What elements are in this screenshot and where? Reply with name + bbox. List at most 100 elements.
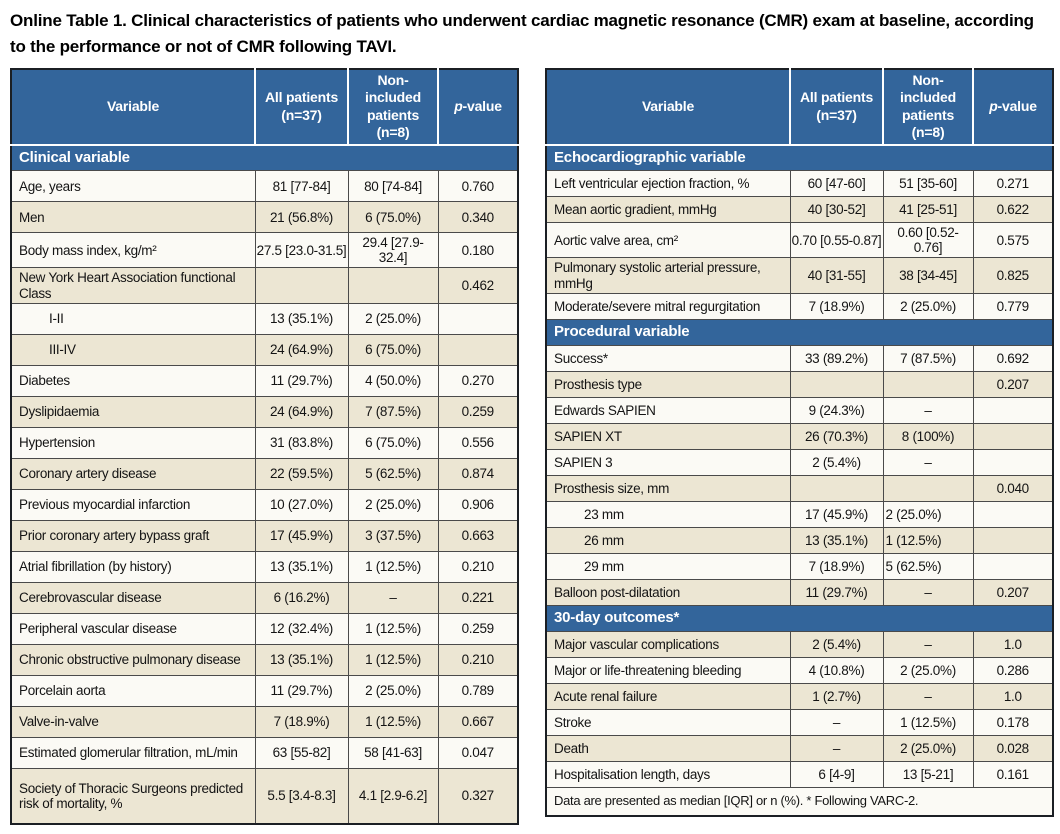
row-label: Acute renal failure [545, 682, 791, 710]
non-included-value: 1 (12.5%) [347, 612, 439, 645]
table-row: Prior coronary artery bypass graft 17 (45… [10, 519, 519, 552]
all-patients-value: 60 [47-60] [789, 170, 884, 198]
non-included-value: 7 (87.5%) [347, 395, 439, 428]
row-label: SAPIEN 3 [545, 448, 791, 476]
all-patients-value: 2 (5.4%) [789, 630, 884, 658]
row-label: Major or life-threatening bleeding [545, 656, 791, 684]
p-value: 0.178 [972, 708, 1054, 736]
row-label: Diabetes [10, 364, 256, 397]
section-title: 30-day outcomes* [546, 604, 1053, 632]
row-label: Valve-in-valve [10, 705, 256, 738]
right-table-body: Echocardiographic variable Left ventricul… [545, 144, 1054, 817]
p-value: 0.874 [437, 457, 519, 490]
table-row: Major or life-threatening bleeding 4 (10.… [545, 656, 1054, 684]
non-included-value: – [882, 578, 974, 606]
row-label: Dyslipidaemia [10, 395, 256, 428]
table-row: Body mass index, kg/m² 27.5 [23.0-31.5] 29… [10, 232, 519, 269]
all-patients-value: 5.5 [3.4-8.3] [254, 767, 349, 825]
p-value [437, 333, 519, 366]
non-included-value: 6 (75.0%) [347, 426, 439, 459]
row-label: 23 mm [545, 500, 791, 528]
p-value: 0.760 [437, 170, 519, 203]
all-patients-value: – [789, 708, 884, 736]
row-label: Chronic obstructive pulmonary disease [10, 643, 256, 676]
row-label: New York Heart Association functional Cl… [10, 267, 256, 304]
non-included-value: 7 (87.5%) [882, 344, 974, 372]
table-row: Society of Thoracic Surgeons predicted r… [10, 767, 519, 825]
table-row: Dyslipidaemia 24 (64.9%) 7 (87.5%) 0.259 [10, 395, 519, 428]
column-header-row: Variable All patients (n=37) Non-include… [546, 68, 1053, 146]
non-included-value: 4 (50.0%) [347, 364, 439, 397]
table-row: Death –2 (25.0%) 0.028 [545, 734, 1054, 762]
all-patients-value: 17 (45.9%) [789, 500, 884, 528]
non-included-value: 2 (25.0%) [882, 656, 974, 684]
row-label: Stroke [545, 708, 791, 736]
all-patients-value: 63 [55-82] [254, 736, 349, 769]
all-patients-value: 40 [31-55] [789, 257, 884, 294]
clinical-table-left: Variable All patients (n=37) Non-include… [10, 67, 519, 826]
column-header-non-included: Non-included patients (n=8) [882, 68, 973, 146]
p-value: 0.047 [437, 736, 519, 769]
column-header-variable: Variable [546, 68, 790, 146]
p-value: 0.327 [437, 767, 519, 825]
row-label: 26 mm [545, 526, 791, 554]
table-row: Peripheral vascular disease 12 (32.4%) 1 (… [10, 612, 519, 645]
table-row: Major vascular complications 2 (5.4%) –1.0 [545, 630, 1054, 658]
non-included-value: 13 [5-21] [882, 760, 974, 788]
row-label: Estimated glomerular filtration, mL/min [10, 736, 256, 769]
table-row: Porcelain aorta 11 (29.7%) 2 (25.0%) 0.789 [10, 674, 519, 707]
column-header-p-value: p-value [972, 68, 1053, 146]
section-title: Clinical variable [11, 144, 518, 172]
p-value-rest: -value [997, 97, 1037, 114]
table-row: New York Heart Association functional Cl… [10, 267, 519, 304]
table-row: Stroke –1 (12.5%) 0.178 [545, 708, 1054, 736]
all-patients-value: 26 (70.3%) [789, 422, 884, 450]
table-row: Pulmonary systolic arterial pressure, mm… [545, 257, 1054, 294]
row-label: Moderate/severe mitral regurgitation [545, 292, 791, 320]
column-header-row: Variable All patients (n=37) Non-include… [11, 68, 518, 146]
row-label: Mean aortic gradient, mmHg [545, 196, 791, 224]
non-included-value: 2 (25.0%) [347, 674, 439, 707]
table-row: Coronary artery disease 22 (59.5%) 5 (62.5… [10, 457, 519, 490]
table-row: Mean aortic gradient, mmHg 40 [30-52] 41 [… [545, 196, 1054, 224]
column-header-all-patients: All patients (n=37) [254, 68, 348, 146]
all-patients-value: 24 (64.9%) [254, 333, 349, 366]
row-label: Men [10, 201, 256, 234]
non-included-value: 6 (75.0%) [347, 333, 439, 366]
all-patients-value: 7 (18.9%) [254, 705, 349, 738]
row-label: Age, years [10, 170, 256, 203]
row-label: Coronary artery disease [10, 457, 256, 490]
row-label: Death [545, 734, 791, 762]
non-included-value: 1 (12.5%) [347, 705, 439, 738]
all-patients-value: 1 (2.7%) [789, 682, 884, 710]
p-value-italic-p: p [989, 97, 998, 114]
non-included-value: 38 [34-45] [882, 257, 974, 294]
p-value [972, 526, 1054, 554]
p-value: 0.825 [972, 257, 1054, 294]
row-label: III-IV [10, 333, 256, 366]
all-patients-value [789, 370, 884, 398]
all-patients-value [254, 267, 349, 304]
all-patients-value: 81 [77-84] [254, 170, 349, 203]
all-patients-value: 0.70 [0.55-0.87] [789, 222, 884, 259]
p-value: 0.663 [437, 519, 519, 552]
table-row: Acute renal failure 1 (2.7%) –1.0 [545, 682, 1054, 710]
non-included-value: 58 [41-63] [347, 736, 439, 769]
table-row: I-II 13 (35.1%) 2 (25.0%) [10, 302, 519, 335]
all-patients-value: 6 [4-9] [789, 760, 884, 788]
row-label: Prior coronary artery bypass graft [10, 519, 256, 552]
row-label: Major vascular complications [545, 630, 791, 658]
all-patients-value: 27.5 [23.0-31.5] [254, 232, 349, 269]
non-included-value: 0.60 [0.52-0.76] [882, 222, 974, 259]
left-table-body: Clinical variable Age, years 81 [77-84] 80 … [10, 144, 519, 825]
p-value [972, 500, 1054, 528]
p-value: 0.028 [972, 734, 1054, 762]
non-included-value: 5 (62.5%) [882, 552, 974, 580]
all-patients-value: 17 (45.9%) [254, 519, 349, 552]
non-included-value: 5 (62.5%) [347, 457, 439, 490]
all-patients-value: 40 [30-52] [789, 196, 884, 224]
non-included-value: – [882, 682, 974, 710]
table-footnote-row: Data are presented as median [IQR] or n … [545, 786, 1054, 817]
section-header-row: Procedural variable [546, 318, 1053, 346]
p-value: 0.906 [437, 488, 519, 521]
